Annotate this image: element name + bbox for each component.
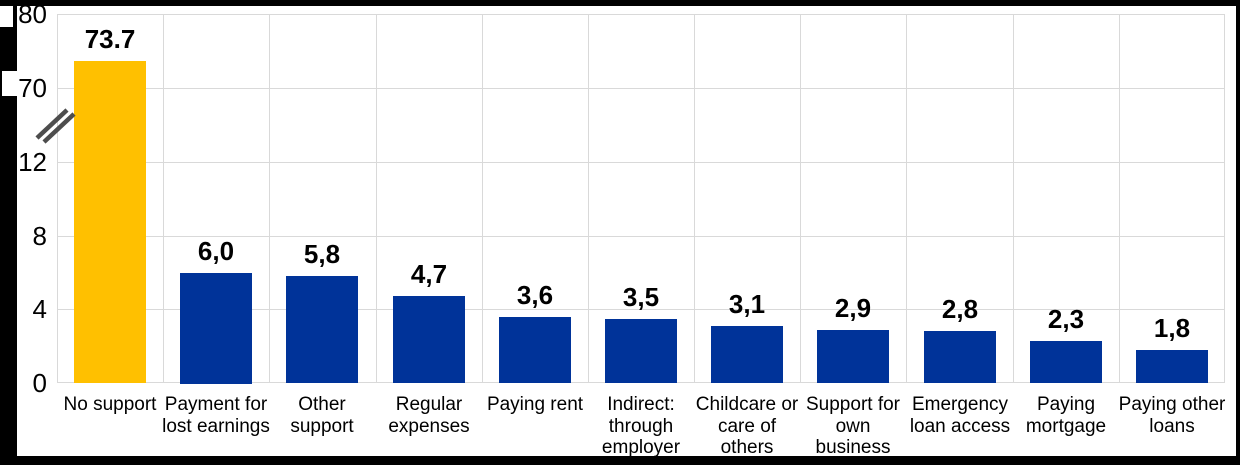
- bar-2: [286, 276, 358, 383]
- category-label-line: support: [290, 415, 354, 437]
- category-label-line: Childcare or: [695, 394, 799, 415]
- axis-break-icon: [35, 108, 76, 144]
- gridline-horizontal: [57, 309, 1225, 310]
- category-label-line: Paying other: [1118, 394, 1226, 415]
- category-label-line: loan access: [909, 415, 1011, 437]
- gridline-vertical: [163, 14, 164, 383]
- gridline-vertical: [482, 14, 483, 383]
- category-label-line: others: [720, 437, 774, 458]
- bar-7: [817, 330, 889, 383]
- category-label-line: employer: [601, 437, 681, 458]
- category-label-line: Payment for: [164, 394, 268, 415]
- bar-value-label: 4,7: [410, 259, 448, 289]
- category-label-line: Regular: [395, 394, 463, 415]
- gridline-vertical: [269, 14, 270, 383]
- category-label-6: Childcare or care of others: [687, 394, 807, 459]
- gridline-vertical: [800, 14, 801, 383]
- category-label-line: Emergency: [911, 394, 1009, 415]
- category-label-line: Support for: [806, 394, 900, 415]
- category-label-7: Support for own business: [793, 394, 913, 459]
- category-label-line: Indirect:: [607, 394, 675, 415]
- y-tick-label: 12: [18, 147, 47, 177]
- category-label-8: Emergency loan access: [900, 394, 1020, 437]
- bar-value-label: 1,8: [1153, 313, 1191, 343]
- gridline-vertical: [1119, 14, 1120, 383]
- gridline-horizontal: [57, 88, 1225, 89]
- bar-3: [393, 296, 465, 383]
- gridline-horizontal: [57, 236, 1225, 237]
- category-label-line: care of: [717, 415, 777, 437]
- category-label-line: loans: [1149, 415, 1195, 437]
- category-label-4: Paying rent: [475, 394, 595, 416]
- category-label-line: Paying: [1036, 394, 1096, 415]
- bar-value-label: 73.7: [84, 24, 136, 54]
- y-tick-label: 80: [18, 0, 47, 29]
- bar-0: [74, 61, 146, 383]
- bar-value-label: 2,8: [941, 294, 979, 324]
- gridline-vertical: [1013, 14, 1014, 383]
- bar-8: [924, 331, 996, 383]
- bar-value-label: 2,9: [834, 293, 872, 323]
- category-label-line: No support: [63, 394, 157, 415]
- gridline-vertical: [376, 14, 377, 383]
- category-label-3: Regular expenses: [369, 394, 489, 437]
- bar-4: [499, 317, 571, 383]
- category-label-0: No support: [50, 394, 170, 416]
- bar-6: [711, 326, 783, 383]
- category-label-line: Other: [298, 394, 346, 415]
- category-label-1: Payment for lost earnings: [156, 394, 276, 437]
- panel-notch-mid: [2, 71, 17, 96]
- category-label-9: Paying mortgage: [1006, 394, 1126, 437]
- bar-value-label: 3,1: [728, 289, 766, 319]
- category-label-line: lost earnings: [162, 415, 270, 437]
- y-tick-label: 8: [32, 221, 47, 251]
- gridline-vertical: [588, 14, 589, 383]
- category-label-10: Paying other loans: [1112, 394, 1232, 437]
- bar-value-label: 2,3: [1047, 304, 1085, 334]
- category-label-line: own: [835, 415, 871, 437]
- category-label-line: business: [815, 437, 891, 458]
- gridline-vertical: [906, 14, 907, 383]
- category-label-line: mortgage: [1025, 415, 1107, 437]
- y-tick-label: 4: [32, 294, 47, 324]
- bar-10: [1136, 350, 1208, 383]
- category-label-5: Indirect: through employer: [581, 394, 701, 459]
- gridline-horizontal: [57, 162, 1225, 163]
- category-label-2: Other support: [262, 394, 382, 437]
- y-tick-label: 70: [18, 73, 47, 103]
- bar-5: [605, 319, 677, 383]
- category-label-line: expenses: [388, 415, 470, 437]
- bar-value-label: 6,0: [197, 236, 235, 266]
- bar-value-label: 3,6: [516, 280, 554, 310]
- bar-value-label: 5,8: [303, 239, 341, 269]
- bar-value-label: 3,5: [622, 282, 660, 312]
- bar-9: [1030, 341, 1102, 383]
- gridline-vertical: [694, 14, 695, 383]
- category-label-line: Paying rent: [486, 394, 584, 415]
- panel-notch-top: [0, 6, 13, 27]
- bar-1: [180, 273, 252, 384]
- category-label-line: through: [608, 415, 674, 437]
- y-tick-label: 0: [32, 368, 47, 398]
